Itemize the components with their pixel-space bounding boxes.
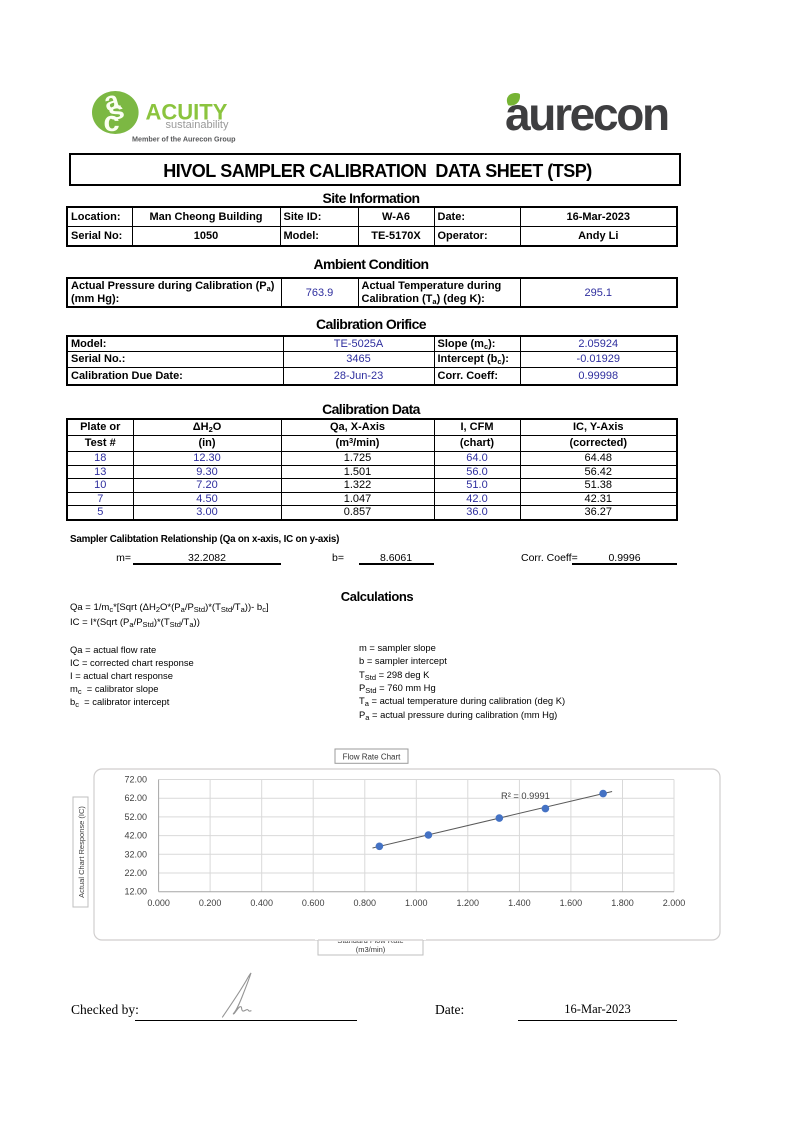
svg-text:0.800: 0.800 — [354, 898, 377, 908]
svg-text:0.600: 0.600 — [302, 898, 325, 908]
svg-text:Actual Chart Response (IC): Actual Chart Response (IC) — [77, 806, 86, 898]
svg-text:sustainability: sustainability — [166, 119, 229, 131]
svg-text:0.400: 0.400 — [250, 898, 273, 908]
svg-text:c: c — [104, 106, 120, 138]
svg-text:s: s — [106, 96, 126, 125]
svg-text:42.00: 42.00 — [124, 831, 147, 841]
svg-text:1.400: 1.400 — [508, 898, 531, 908]
svg-text:22.00: 22.00 — [124, 868, 147, 878]
svg-text:Member of the Aurecon Group: Member of the Aurecon Group — [132, 135, 236, 144]
svg-text:R² = 0.9991: R² = 0.9991 — [501, 791, 550, 801]
svg-text:(m3/min): (m3/min) — [356, 945, 386, 954]
svg-text:0.200: 0.200 — [199, 898, 222, 908]
svg-text:52.00: 52.00 — [124, 812, 147, 822]
svg-text:aurecon: aurecon — [505, 88, 668, 140]
svg-text:62.00: 62.00 — [124, 793, 147, 803]
svg-text:Flow Rate Chart: Flow Rate Chart — [343, 752, 402, 761]
svg-text:12.00: 12.00 — [124, 887, 147, 897]
svg-text:72.00: 72.00 — [124, 775, 147, 785]
svg-text:32.00: 32.00 — [124, 849, 147, 859]
svg-text:0.000: 0.000 — [147, 898, 170, 908]
svg-text:1.200: 1.200 — [457, 898, 480, 908]
svg-text:1.800: 1.800 — [611, 898, 634, 908]
svg-text:1.000: 1.000 — [405, 898, 428, 908]
svg-text:1.600: 1.600 — [560, 898, 583, 908]
svg-text:Standard Flow Rate: Standard Flow Rate — [337, 936, 403, 945]
svg-text:2.000: 2.000 — [663, 898, 686, 908]
svg-text:ACUITY: ACUITY — [146, 100, 228, 125]
